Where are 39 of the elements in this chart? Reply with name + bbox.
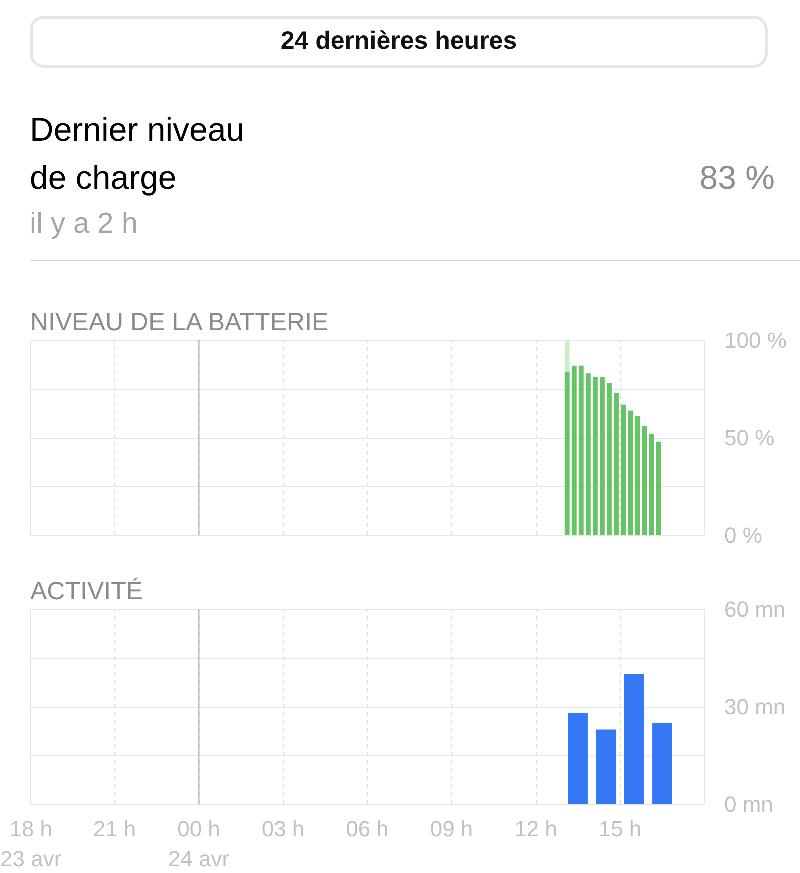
- chart-title: NIVEAU DE LA BATTERIE: [30, 308, 329, 336]
- x-tick-label: 03 h: [262, 816, 305, 842]
- bar: [596, 730, 616, 804]
- bar: [578, 366, 584, 536]
- bar: [649, 434, 654, 536]
- x-tick-label: 06 h: [346, 816, 389, 842]
- y-tick-label: 0 mn: [724, 792, 774, 817]
- bar: [600, 378, 605, 536]
- x-tick-label: 18 h 23 avr: [0, 816, 62, 872]
- y-tick-label: 0 %: [724, 523, 762, 548]
- text: 24 dernières heures: [30, 16, 768, 68]
- bar: [642, 426, 648, 536]
- y-tick-label: 30 mn: [724, 694, 786, 720]
- bar: [652, 723, 672, 804]
- text: Dernier niveau de charge: [30, 110, 246, 198]
- bar: [586, 374, 591, 536]
- x-tick-label: 15 h: [598, 816, 642, 842]
- bar: [607, 383, 612, 536]
- bar: [564, 340, 570, 372]
- bar: [614, 393, 619, 536]
- y-tick-label: 50 %: [724, 426, 775, 450]
- bar: [656, 442, 662, 536]
- chart-title: ACTIVITÉ: [30, 578, 144, 606]
- x-tick-label: 21 h: [93, 816, 136, 842]
- x-tick-label: 12 h: [514, 816, 558, 842]
- text: 83 %: [700, 158, 775, 198]
- bar: [568, 714, 588, 804]
- bar: [635, 416, 640, 536]
- x-tick-label: 00 h 24 avr: [168, 816, 230, 872]
- bar: [572, 366, 577, 536]
- y-tick-label: 100 %: [724, 328, 787, 353]
- text: il y a 2 h: [30, 207, 138, 242]
- bar: [564, 372, 570, 536]
- x-tick-label: 09 h: [430, 816, 474, 842]
- bar: [621, 404, 626, 536]
- y-tick-label: 60 mn: [724, 597, 786, 622]
- bar: [592, 378, 598, 536]
- bar: [628, 410, 634, 536]
- bar: [624, 674, 644, 804]
